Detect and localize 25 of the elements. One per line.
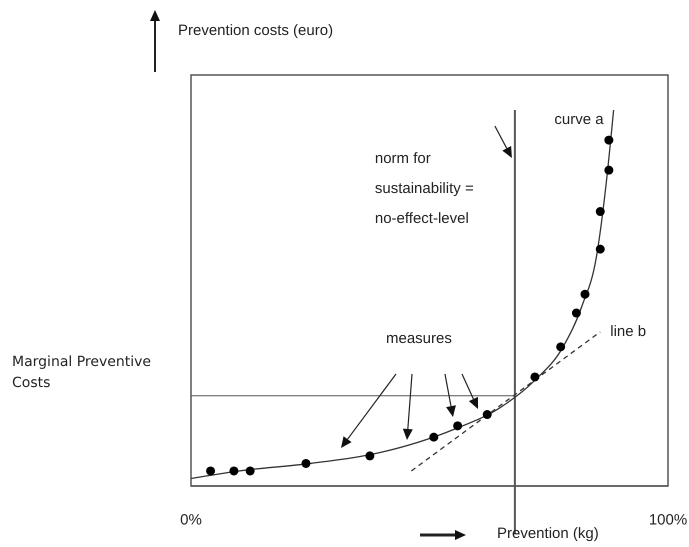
series-label: curve a (554, 111, 604, 128)
point (246, 466, 255, 476)
point (229, 466, 238, 476)
point (429, 432, 438, 442)
x-axis-title: Prevention (kg) (497, 525, 599, 542)
point (596, 244, 605, 254)
point (301, 458, 310, 468)
ref-line-label: Marginal Preventive Costs (12, 352, 152, 393)
point (580, 290, 590, 299)
point (604, 136, 614, 145)
y-axis-title: Prevention costs (euro) (178, 22, 334, 39)
point (572, 308, 581, 318)
point (365, 451, 374, 460)
point (604, 166, 614, 175)
point (530, 372, 540, 382)
point (206, 466, 216, 476)
point (596, 207, 605, 216)
series-label: line b (610, 322, 646, 340)
point (453, 421, 462, 430)
x-tick-label: 0% (180, 512, 202, 529)
point (482, 410, 492, 420)
point (556, 342, 566, 352)
ref-line-label: norm for sustainability = no-effect-level (374, 150, 474, 227)
annotation: measures (386, 330, 452, 347)
x-tick-label: 100% (648, 512, 688, 529)
